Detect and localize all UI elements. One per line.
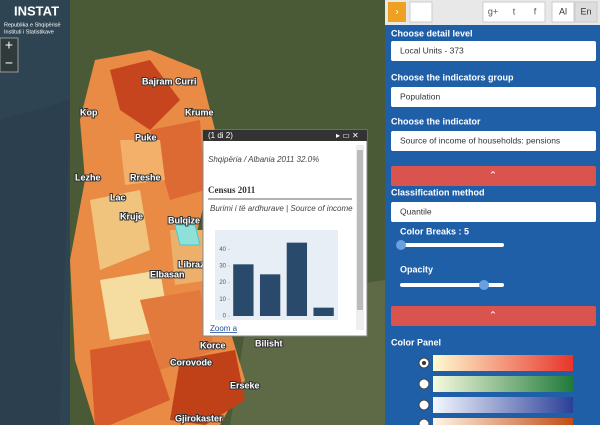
popup-caption: Burimi i të ardhurave | Source of income — [210, 204, 353, 213]
select-value: Local Units - 373 — [400, 45, 464, 55]
lang-button[interactable] — [551, 1, 575, 23]
region — [120, 140, 165, 185]
toggle-button[interactable] — [388, 2, 406, 22]
select[interactable] — [391, 202, 596, 222]
select[interactable] — [391, 87, 596, 107]
logo: INSTAT — [14, 3, 59, 18]
place-label: Puke — [135, 132, 157, 142]
select[interactable] — [391, 131, 596, 151]
share-icon: t — [513, 6, 516, 16]
popup-header — [203, 130, 367, 141]
popup-text: Shqipëria / Albania 2011 32.0% — [208, 155, 319, 164]
select-value: Quantile — [400, 206, 432, 216]
share-buttons[interactable] — [482, 1, 546, 23]
place-label: Rreshe — [130, 172, 161, 182]
radio[interactable] — [418, 399, 430, 411]
place-label: Libraz — [178, 259, 205, 269]
selected-region[interactable] — [174, 224, 201, 246]
place-label: Gjirokaster — [175, 413, 223, 423]
color-ramp[interactable] — [433, 376, 573, 392]
bar — [286, 242, 308, 316]
sea — [0, 100, 70, 425]
slider-track — [400, 283, 504, 287]
share-icon: f — [534, 6, 537, 16]
place-label: Bilisht — [255, 338, 283, 348]
field-label: Opacity — [400, 264, 433, 274]
region — [90, 190, 150, 270]
place-label: Kop — [80, 107, 98, 117]
place-label: Kruje — [120, 211, 143, 221]
bar — [259, 274, 281, 316]
collapse-button[interactable] — [391, 166, 596, 186]
field-label: Choose the indicators group — [391, 72, 514, 82]
y-tick-label: 0 — [223, 314, 227, 320]
bar — [313, 307, 334, 316]
collapse-button[interactable] — [391, 306, 596, 326]
color-ramp[interactable] — [433, 418, 573, 425]
region — [90, 340, 170, 425]
popup-controls[interactable]: ▸ ▭ ✕ — [336, 131, 359, 140]
zoom-link[interactable]: Zoom a — [210, 324, 238, 333]
color-ramp[interactable] — [433, 397, 573, 413]
radio[interactable] — [418, 378, 430, 390]
zoom-control — [0, 37, 19, 73]
region — [150, 120, 205, 200]
scroll-thumb[interactable] — [357, 150, 363, 310]
place-label: Elbasan — [150, 269, 185, 279]
color-ramp[interactable] — [433, 355, 573, 371]
place-label: Bajram Curri — [142, 76, 197, 86]
field-label: Color Panel — [391, 337, 441, 347]
zoom-in[interactable]: + — [5, 37, 13, 53]
y-tick-label: 30 — [219, 264, 226, 270]
share-icon: g+ — [488, 6, 498, 16]
popup-heading: Census 2011 — [208, 185, 256, 195]
y-tick-label: 10 — [219, 297, 226, 303]
lang-label: Al — [559, 6, 567, 16]
y-tick-label: 20 — [219, 280, 226, 286]
collapse-icon: ⌃ — [489, 171, 497, 182]
bar — [233, 264, 254, 316]
region — [140, 290, 215, 370]
select-value: Source of income of households: pensions — [400, 135, 560, 145]
field-label: Choose the indicator — [391, 116, 481, 126]
lang-button[interactable] — [574, 1, 598, 23]
logo-subtitle: Instituti i Statistikave — [4, 29, 54, 35]
select-value: Population — [400, 91, 440, 101]
radio[interactable] — [418, 418, 430, 425]
slider-handle[interactable] — [396, 240, 406, 250]
print-button[interactable] — [409, 1, 433, 23]
place-label: Bulqize — [168, 215, 200, 225]
field-label: Choose detail level — [391, 28, 473, 38]
collapse-icon: ⌃ — [489, 311, 497, 322]
radio-dot — [422, 361, 426, 365]
place-label: Korce — [200, 340, 226, 350]
zoom-out[interactable]: − — [5, 55, 13, 71]
place-label: Erseke — [230, 380, 260, 390]
toggle-icon: › — [395, 7, 398, 18]
logo-subtitle: Republika e Shqipërisë — [4, 22, 61, 28]
place-label: Krume — [185, 107, 214, 117]
lang-label: En — [580, 6, 591, 16]
field-label: Classification method — [391, 187, 485, 197]
place-label: Lezhe — [75, 172, 101, 182]
slider-track — [400, 243, 504, 247]
slider-handle[interactable] — [479, 280, 489, 290]
region — [170, 350, 245, 425]
place-label: Lac — [110, 192, 126, 202]
place-label: Corovode — [170, 357, 212, 367]
y-tick-label: 40 — [219, 247, 226, 253]
select[interactable] — [391, 41, 596, 61]
field-label: Color Breaks : 5 — [400, 226, 469, 236]
region — [110, 60, 180, 130]
popup-pager: (1 di 2) — [208, 131, 233, 140]
